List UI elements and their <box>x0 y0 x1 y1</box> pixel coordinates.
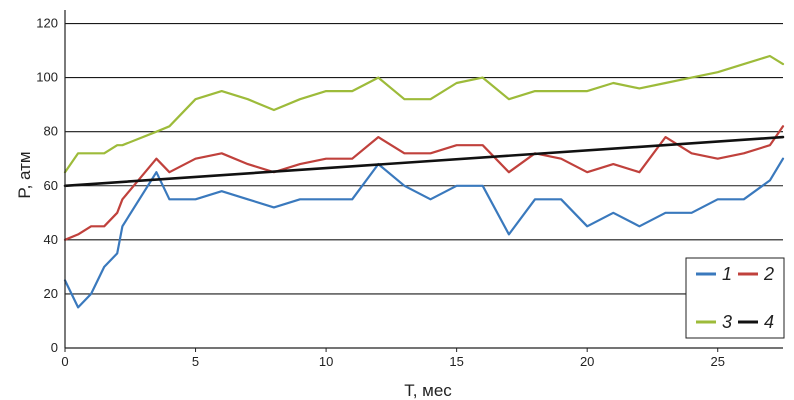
legend-label-3: 3 <box>722 312 732 332</box>
legend: 1 2 3 4 <box>685 257 785 339</box>
series-line-2 <box>63 125 785 241</box>
x-tick-label-15: 15 <box>449 354 463 369</box>
grid <box>65 22 783 295</box>
axes <box>64 10 783 349</box>
y-tick-label-60: 60 <box>44 178 58 193</box>
y-tick-label-0: 0 <box>51 340 58 355</box>
x-tick-label-0: 0 <box>61 354 68 369</box>
y-tick-label-100: 100 <box>36 70 58 85</box>
y-ticks: 0 20 40 60 80 100 120 <box>36 16 58 355</box>
legend-label-4: 4 <box>764 312 774 332</box>
x-tick-label-10: 10 <box>319 354 333 369</box>
series-line-1 <box>63 157 785 309</box>
x-tick-label-20: 20 <box>580 354 594 369</box>
y-axis-label: P, атм <box>15 151 34 198</box>
series-group <box>63 54 785 309</box>
series-line-3 <box>63 54 785 174</box>
x-tick-label-5: 5 <box>192 354 199 369</box>
series-line-4 <box>63 135 785 188</box>
y-tick-label-120: 120 <box>36 16 58 31</box>
legend-label-1: 1 <box>722 264 732 284</box>
x-ticks: 0 5 10 15 20 25 <box>61 348 725 369</box>
y-tick-label-40: 40 <box>44 232 58 247</box>
y-tick-label-80: 80 <box>44 124 58 139</box>
legend-box <box>685 257 785 339</box>
y-tick-label-20: 20 <box>44 286 58 301</box>
legend-label-2: 2 <box>763 264 774 284</box>
x-tick-label-25: 25 <box>710 354 724 369</box>
x-axis-label: T, мес <box>404 381 452 400</box>
